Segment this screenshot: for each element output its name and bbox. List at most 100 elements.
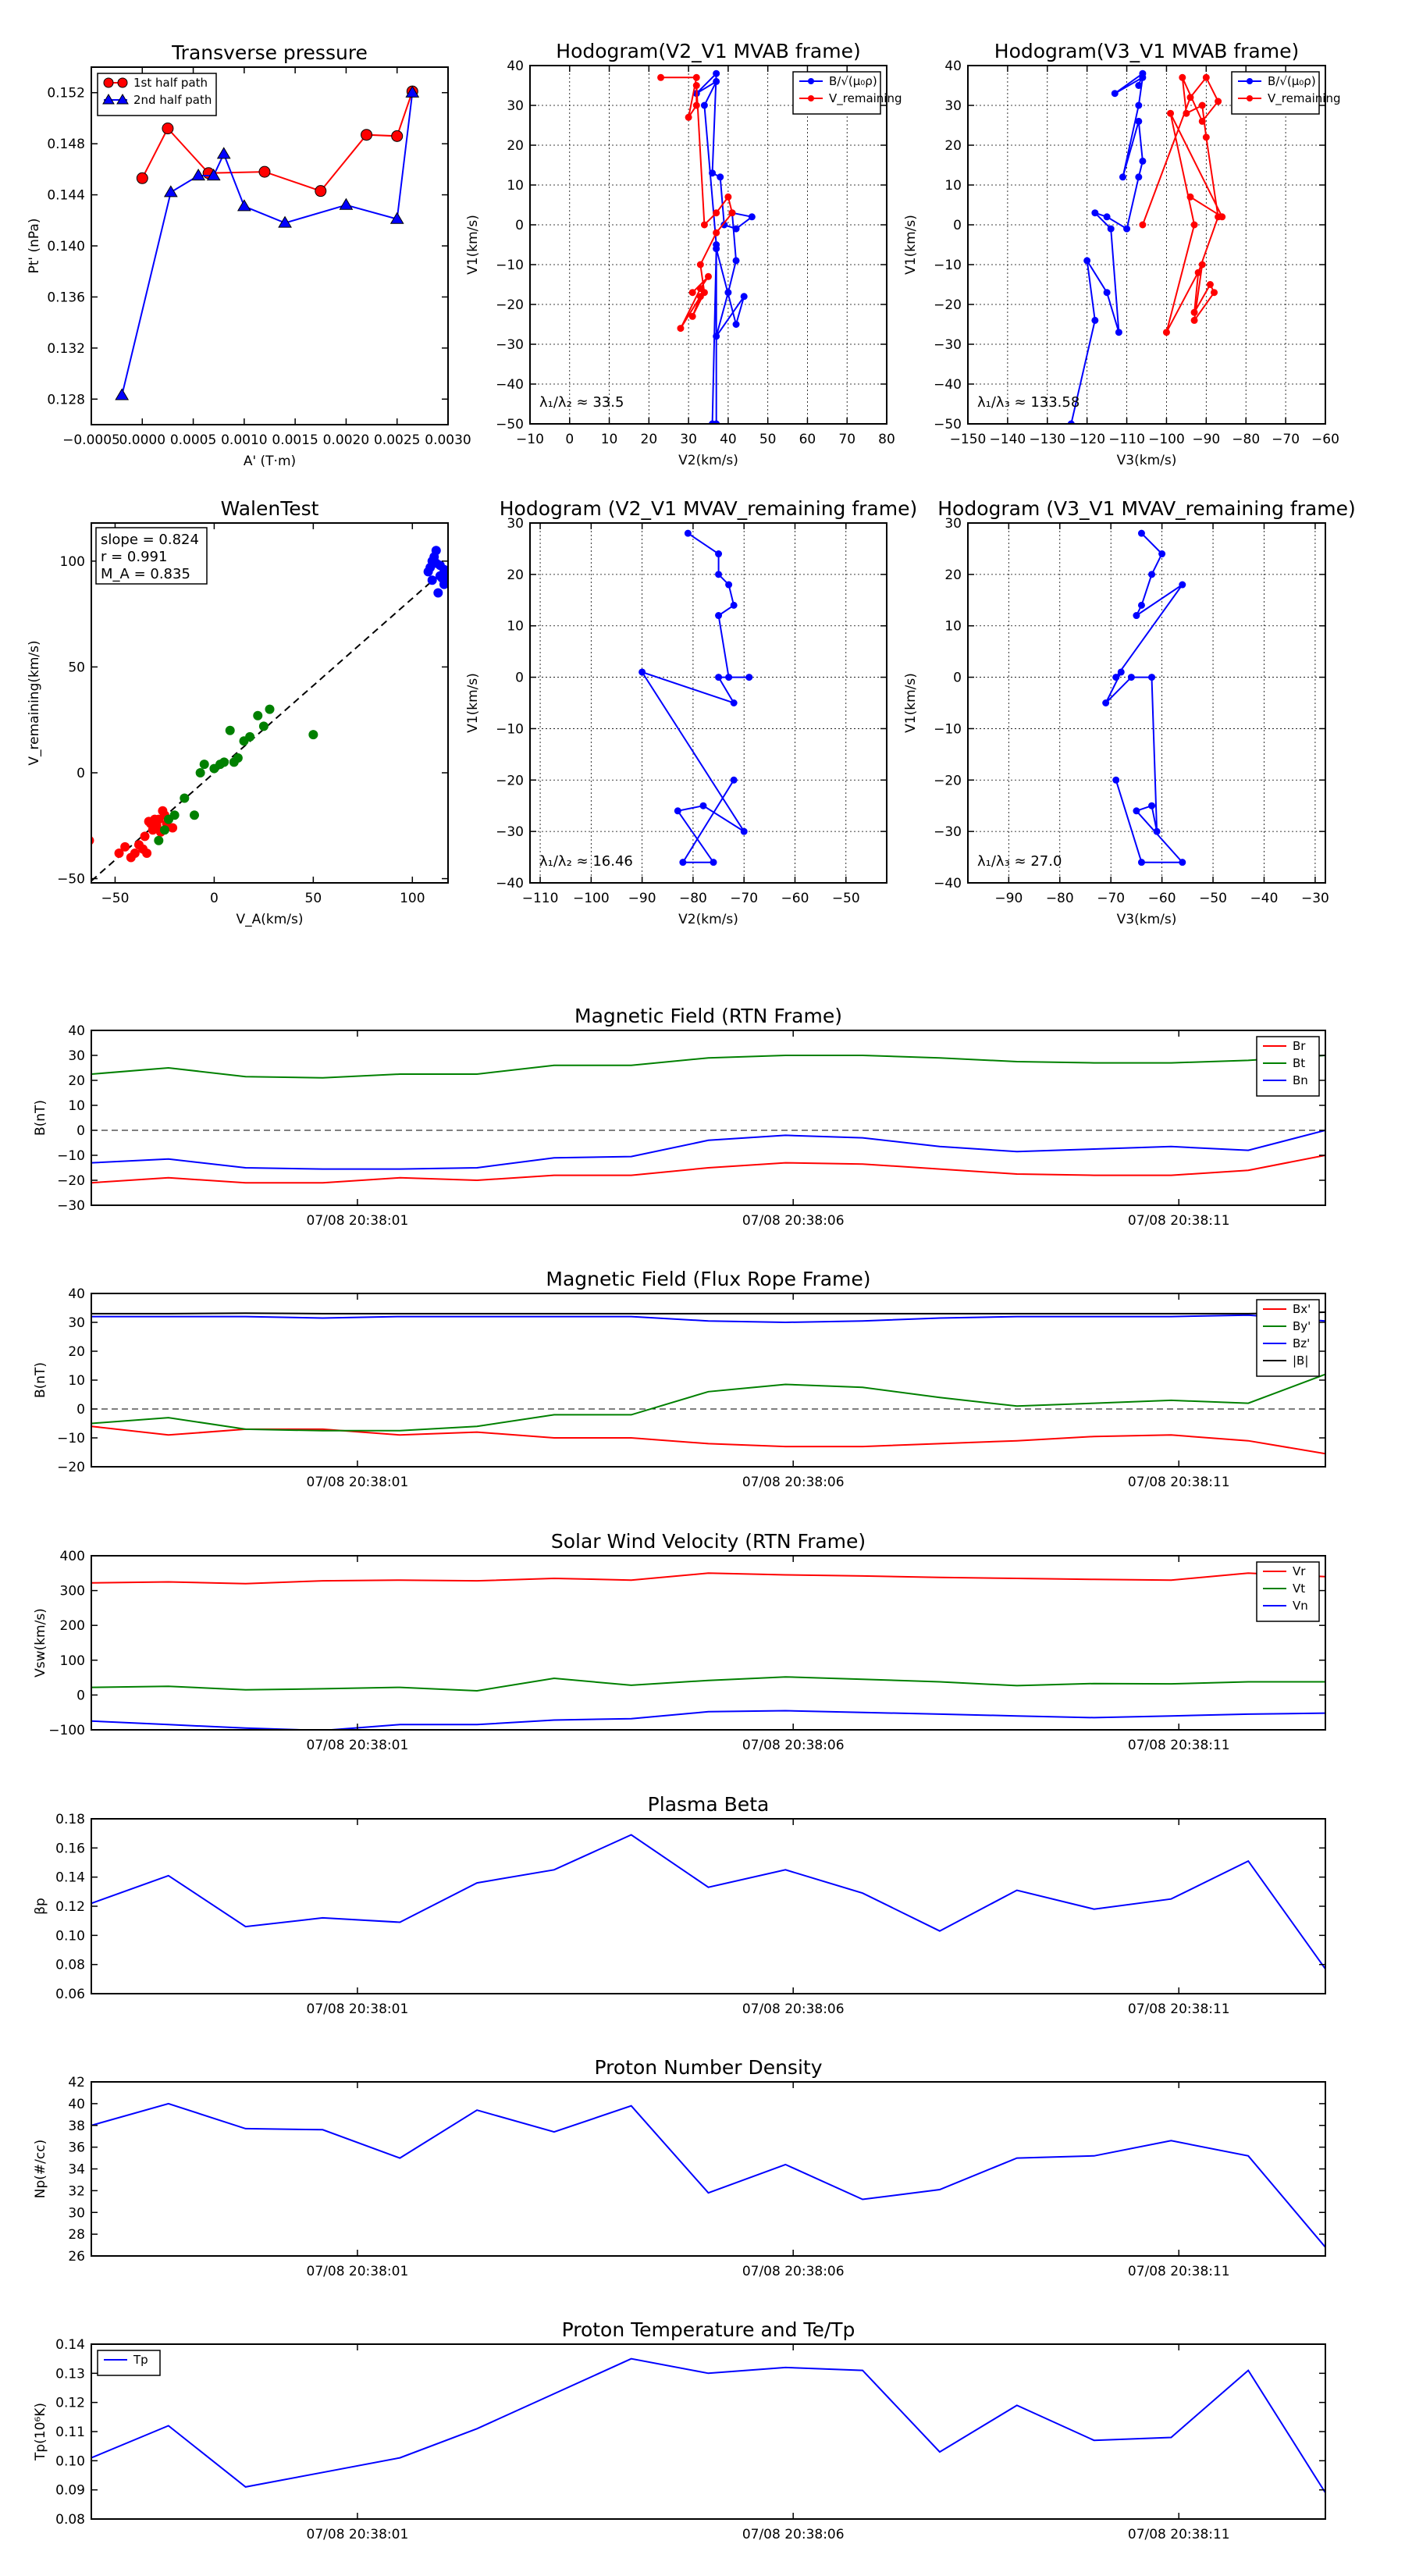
y-tick-label: 30 [68, 2205, 85, 2221]
marker-triangle [278, 215, 292, 228]
legend-label: B/√(μ₀ρ) [1268, 74, 1316, 88]
x-tick-label: −60 [781, 891, 809, 906]
axes-frame [91, 1818, 1326, 1994]
marker-point [1186, 193, 1194, 201]
y-axis-label: V1(km/s) [465, 215, 481, 275]
scatter-point [443, 569, 448, 579]
marker-point [699, 802, 707, 809]
marker-point [730, 699, 738, 706]
y-tick-label: −10 [496, 721, 524, 737]
x-tick-label: 07/08 20:38:11 [1128, 1475, 1230, 1490]
y-tick-label: 0.13 [55, 2366, 85, 2382]
x-tick-label: 0.0030 [425, 432, 471, 448]
y-tick-label: 40 [68, 1286, 85, 1302]
scatter-point [120, 841, 130, 852]
y-axis-label: Tp(10⁶K) [33, 2403, 48, 2461]
scatter-point [144, 817, 154, 827]
y-axis-label: Vsw(km/s) [33, 1608, 48, 1678]
y-tick-label: 0.144 [47, 188, 85, 204]
scatter-point [130, 849, 140, 859]
chart-hodogram-v2v1-mvav: −110 −100 −90 −80 −70 −60 −50−40−30−20−1001020… [465, 497, 917, 927]
ratio-annotation: λ₁/λ₂ ≈ 33.5 [539, 394, 624, 411]
axes-frame [91, 66, 449, 425]
scatter-point [431, 558, 441, 568]
series-group [91, 1834, 1325, 1969]
legend-box [97, 73, 217, 116]
chart-hodogram-v3v1-mvab: −150 −140 −130 −120 −110 −100 −90 −80 −70 −60−50−… [903, 40, 1341, 468]
x-tick-label: −40 [1250, 891, 1279, 906]
y-tick-label: −30 [57, 1198, 85, 1214]
marker-circle [315, 185, 327, 197]
axes-frame [967, 522, 1326, 884]
y-axis-label: V1(km/s) [465, 673, 481, 733]
series-line-B [640, 532, 749, 863]
y-tick-label: 10 [507, 178, 524, 194]
marker-point [696, 285, 704, 293]
y-tick-label: 0.12 [55, 2396, 85, 2411]
marker-point [1112, 674, 1120, 681]
y-tick-label: −10 [496, 258, 524, 273]
marker-point [1194, 269, 1202, 276]
marker-triangle [163, 185, 178, 197]
marker-point [1115, 329, 1122, 336]
legend-label: Tp [133, 2353, 148, 2367]
x-tick-label: −110 [522, 891, 559, 906]
y-tick-label: −30 [496, 337, 524, 353]
x-tick-label: 40 [720, 432, 737, 447]
y-tick-label: 38 [68, 2119, 85, 2134]
marker-circle [162, 123, 174, 135]
series-group [91, 1055, 1325, 1184]
marker-point [657, 73, 665, 81]
series-line-Bt [91, 1055, 1325, 1079]
y-tick-label: −20 [496, 773, 524, 788]
marker-point [730, 776, 738, 784]
chart-title: Plasma Beta [648, 1793, 770, 1816]
x-tick-label: −130 [1029, 432, 1065, 447]
marker-point [677, 325, 685, 333]
chart-proton-temperature: 07/08 20:38:01 07/08 20:38:06 07/08 20:38:… [33, 2318, 1326, 2542]
chart-title: Hodogram(V3_V1 MVAB frame) [994, 40, 1299, 62]
marker-triangle [115, 388, 130, 400]
y-tick-label: 20 [68, 1344, 85, 1360]
legend-label: Vt [1293, 1582, 1305, 1596]
scatter-point [427, 575, 437, 585]
axes-frame [529, 65, 887, 425]
y-tick-label: 26 [68, 2249, 85, 2265]
marker-point [1133, 807, 1140, 815]
marker-point [717, 173, 724, 181]
series-group [91, 1572, 1325, 1730]
marker-point [748, 213, 756, 221]
ratio-annotation: λ₁/λ₃ ≈ 133.58 [977, 394, 1080, 411]
x-tick-label: −0.0005 [62, 432, 120, 448]
y-tick-label: 30 [68, 1048, 85, 1064]
legend-label: 2nd half path [133, 93, 212, 107]
x-tick-label: 07/08 20:38:06 [742, 1213, 845, 1229]
axes-frame [529, 522, 887, 884]
marker-point [1198, 101, 1206, 109]
series-line-Bz' [91, 1314, 1325, 1324]
chart-title: WalenTest [221, 497, 319, 520]
legend-label: Vr [1293, 1564, 1306, 1578]
ratio-annotation: λ₁/λ₂ ≈ 16.46 [539, 853, 633, 870]
x-axis-label: V2(km/s) [678, 453, 738, 468]
x-tick-label: 0 [210, 891, 219, 906]
marker-point [1123, 225, 1131, 233]
marker-point [715, 674, 723, 681]
marker-point [705, 272, 712, 280]
marker-point [700, 101, 708, 109]
marker-point [715, 550, 723, 558]
marker-point [1158, 550, 1166, 558]
marker-point [688, 312, 696, 320]
legend-label: V_remaining [829, 91, 902, 106]
legend-marker [116, 94, 129, 105]
marker-point [1202, 73, 1210, 81]
legend-box [97, 2350, 161, 2376]
scatter-point [229, 757, 239, 767]
scatter-point [180, 793, 190, 803]
series-group [91, 2357, 1325, 2493]
x-tick-label: −140 [990, 432, 1026, 447]
x-tick-label: −110 [1108, 432, 1145, 447]
marker-triangle [237, 199, 251, 212]
y-tick-label: −50 [57, 872, 85, 888]
y-tick-label: 20 [944, 138, 962, 154]
